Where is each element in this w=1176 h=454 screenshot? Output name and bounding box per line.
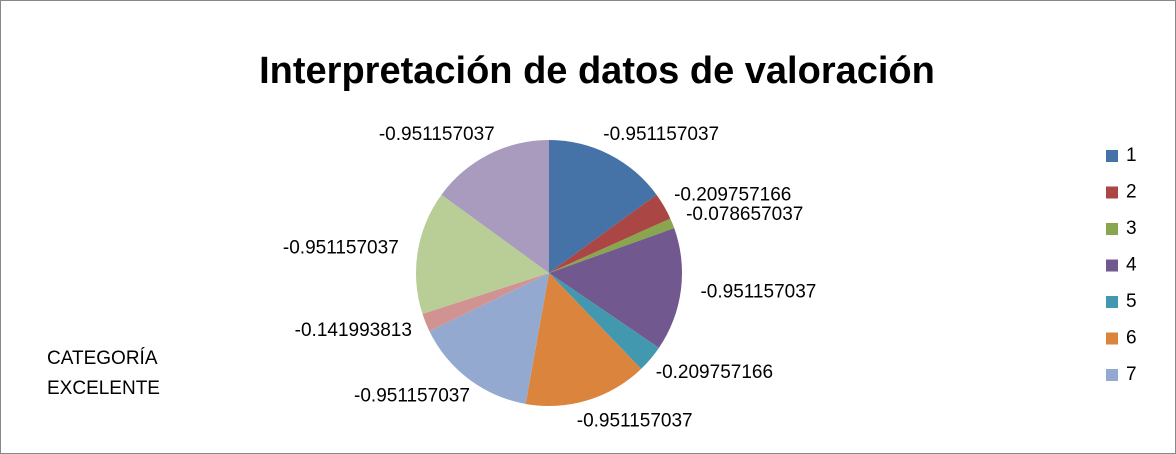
legend-label: 5 (1126, 291, 1137, 312)
data-label: -0.951157037 (354, 386, 470, 407)
legend-swatch (1106, 186, 1118, 199)
pie-slice (549, 228, 682, 348)
legend-label: 7 (1126, 364, 1137, 385)
pie-slice (525, 273, 642, 407)
chart-title: Interpretación de datos de valoración (259, 50, 935, 92)
annotation: CATEGORÍA EXCELENTE (47, 348, 160, 399)
legend-swatch (1106, 332, 1118, 345)
legend-label: 4 (1126, 255, 1137, 276)
legend-label: 6 (1126, 328, 1137, 349)
pie-slice (549, 273, 659, 369)
legend-swatch (1106, 369, 1118, 381)
data-label: -0.951157037 (379, 124, 495, 145)
pie-slice (416, 194, 549, 314)
data-label: -0.951157037 (577, 410, 693, 431)
data-label: -0.951157037 (700, 282, 816, 303)
legend-swatch (1106, 223, 1118, 235)
legend-label: 2 (1126, 182, 1137, 203)
data-label: -0.209757166 (674, 184, 791, 205)
legend-swatch (1106, 296, 1118, 308)
legend-swatch (1106, 259, 1118, 272)
pie-slice (422, 273, 549, 332)
data-label: -0.078657037 (686, 204, 803, 225)
pie-slice (549, 218, 675, 273)
data-label: -0.951157037 (603, 124, 719, 145)
data-label: -0.141993813 (295, 320, 412, 341)
pie-slice (549, 194, 671, 273)
legend-swatch (1106, 150, 1118, 162)
pie-slice (549, 140, 657, 273)
legend-label: 3 (1126, 218, 1137, 239)
legend-label: 1 (1126, 145, 1137, 166)
data-label: -0.209757166 (656, 362, 773, 383)
data-label: -0.951157037 (283, 238, 399, 259)
pie-slice (441, 140, 549, 273)
pie-slice (429, 273, 549, 404)
